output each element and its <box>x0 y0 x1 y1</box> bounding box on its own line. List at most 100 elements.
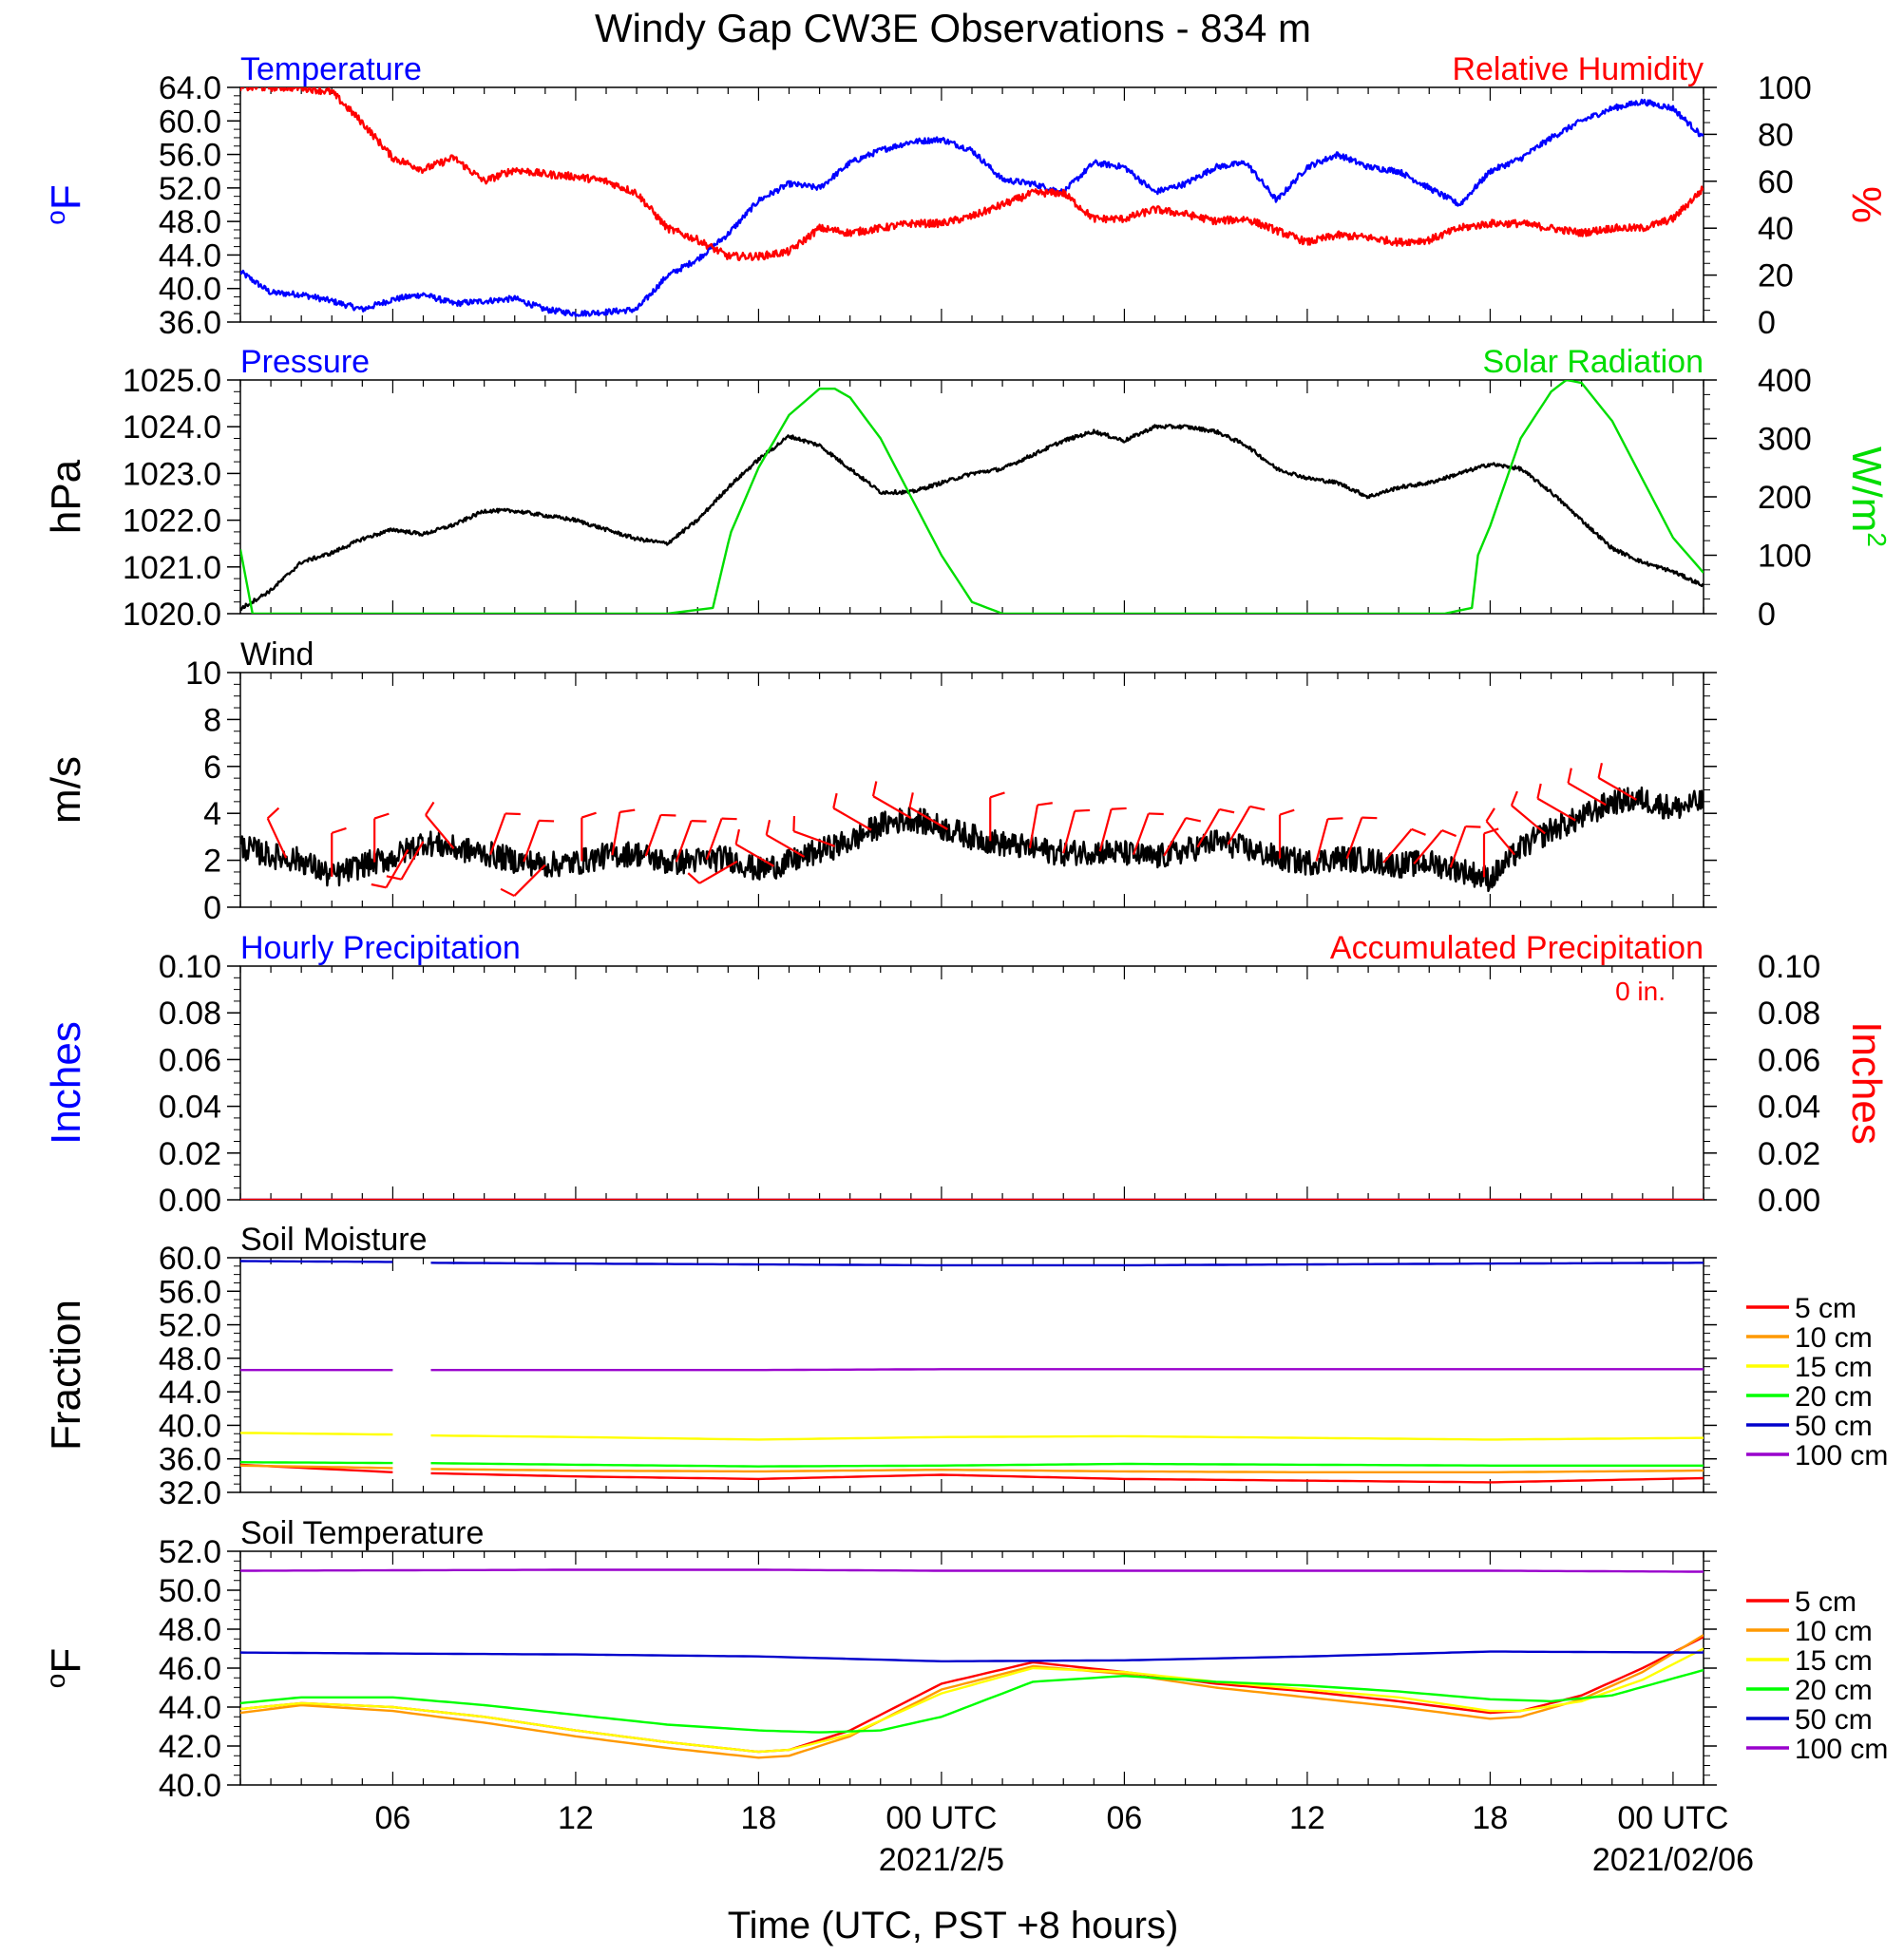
wind-barb <box>266 817 288 859</box>
plot-area <box>240 1568 1704 1759</box>
wind-barb-flag <box>1361 816 1378 820</box>
x-axis-label: Time (UTC, PST +8 hours) <box>728 1905 1179 1946</box>
y-tick-label-left: 1020.0 <box>123 597 221 633</box>
x-tick-label: 12 <box>558 1800 594 1836</box>
x-tick-label: 00 UTC <box>1617 1800 1728 1836</box>
panel-2: 1020.0 1021.0 1022.0 1023.0 1024.0 1025.0 0 100… <box>43 344 1892 633</box>
wind-barb <box>1196 808 1221 848</box>
legend-entry: 10 cm <box>1795 1322 1873 1354</box>
y-tick-label-right: 0.02 <box>1758 1136 1820 1172</box>
y-tick-label-left: 42.0 <box>159 1729 221 1765</box>
wind-barb-flag <box>1597 762 1603 779</box>
page-title: Windy Gap CW3E Observations - 834 m <box>595 6 1311 50</box>
panel-4: 0.00 0.02 0.04 0.06 0.08 0.10 0.00 0.02 0.04 0.06… <box>43 930 1890 1219</box>
series-50-cm <box>240 1260 1704 1267</box>
legend-entry: 20 cm <box>1795 1381 1873 1413</box>
series-10-cm <box>240 1464 1704 1473</box>
wind-barb-flag <box>1327 817 1343 821</box>
wind-barb-flag <box>619 808 636 813</box>
panel-title-left: Wind <box>240 636 314 673</box>
legend-entry: 10 cm <box>1795 1616 1873 1647</box>
wind-barb <box>872 795 912 820</box>
y-tick-label-left: 44.0 <box>159 1375 221 1411</box>
x-tick-label: 18 <box>741 1800 777 1836</box>
wind-barb-flag <box>792 816 796 832</box>
y-tick-label-left: 32.0 <box>159 1475 221 1511</box>
series-pressure <box>240 424 1704 611</box>
y-tick-label-left: 0.04 <box>159 1090 221 1126</box>
y-tick-label-left: 40.0 <box>159 1768 221 1804</box>
wind-barb <box>1315 818 1329 862</box>
wind-barb-flag <box>331 826 347 834</box>
y-tick-label-left: 1025.0 <box>123 363 221 399</box>
y-tick-label-right: 0.08 <box>1758 996 1820 1032</box>
panel-title-left: Pressure <box>240 344 370 380</box>
y-tick-label-left: 48.0 <box>159 1341 221 1377</box>
wind-barb <box>1133 813 1150 856</box>
series-relative-humidity <box>240 87 1704 261</box>
panel-title-right: Relative Humidity <box>1452 51 1704 87</box>
wind-barb-flag <box>1510 790 1518 807</box>
wind-barb-flag <box>539 819 555 823</box>
y-tick-label-right: 200 <box>1758 480 1812 516</box>
wind-barb-flag <box>386 875 402 881</box>
series-100-cm <box>240 1568 1704 1573</box>
y-tick-label-right: 0 <box>1758 305 1776 341</box>
wind-barb <box>1536 797 1576 822</box>
y-axis-label-left: hPa <box>43 459 89 534</box>
x-tick-label: 12 <box>1289 1800 1325 1836</box>
series-solar-radiation <box>240 380 1704 614</box>
y-tick-label-left: 48.0 <box>159 1612 221 1648</box>
wind-barb-flag <box>871 781 878 797</box>
wind-barb <box>425 814 455 849</box>
wind-barb <box>793 830 836 847</box>
panel-title-right: Accumulated Precipitation <box>1330 930 1704 966</box>
y-tick-label-left: 36.0 <box>159 305 221 341</box>
y-tick-label-right: 0.06 <box>1758 1042 1820 1078</box>
y-tick-label-right: 60 <box>1758 164 1794 200</box>
y-axis-label-left: Inches <box>43 1021 89 1145</box>
panel-title-left: Soil Moisture <box>240 1222 428 1258</box>
x-tick-label: 18 <box>1473 1800 1509 1836</box>
x-date-label: 2021/02/06 <box>1592 1842 1754 1878</box>
series-wind-speed <box>240 786 1704 893</box>
wind-barb <box>400 841 425 881</box>
legend-entry: 15 cm <box>1795 1645 1873 1677</box>
wind-barb-flag <box>660 813 676 817</box>
y-tick-label-right: 100 <box>1758 70 1812 106</box>
panel-1: 36.040.044.048.052.056.060.064.0 0 20 40 60 8… <box>41 51 1890 341</box>
wind-barb-flag <box>734 828 741 845</box>
panel-6: 40.042.044.046.048.050.052.0 Soil Tempera… <box>41 1515 1888 1804</box>
wind-barb <box>1227 806 1251 845</box>
wind-barb-flag <box>266 807 280 820</box>
y-tick-label-right: 0.10 <box>1758 949 1820 985</box>
legend-entry: 15 cm <box>1795 1352 1873 1383</box>
y-axis-label-right: W/m2 <box>1843 446 1892 547</box>
wind-barb <box>832 807 872 831</box>
wind-barb <box>1098 808 1113 852</box>
y-tick-label-left: 10 <box>185 655 221 692</box>
y-tick-label-left: 52.0 <box>159 171 221 207</box>
wind-barb <box>1028 805 1039 848</box>
y-axis-label-left: oF <box>41 184 89 224</box>
series-10-cm <box>240 1634 1704 1759</box>
plot-area <box>240 380 1704 614</box>
series-20-cm <box>240 1461 1704 1468</box>
panel-5: 32.036.040.044.048.052.056.060.0 Soil Moi… <box>43 1222 1888 1511</box>
wind-barb <box>523 820 541 863</box>
wind-barb-flag <box>1148 812 1164 816</box>
legend-entry: 20 cm <box>1795 1675 1873 1706</box>
wind-barb-flag <box>373 812 390 820</box>
wind-barb-flag <box>1185 816 1202 823</box>
wind-barb-flag <box>691 820 707 823</box>
wind-barb-flag <box>1219 807 1235 814</box>
panel-title-left: Temperature <box>240 51 422 87</box>
y-tick-label-right: 0 <box>1758 597 1776 633</box>
wind-barb-flag <box>765 820 771 836</box>
plot-area <box>240 1260 1704 1484</box>
wind-barb <box>1485 820 1515 856</box>
wind-barb <box>513 864 546 897</box>
wind-barb-flag <box>425 801 435 816</box>
y-tick-label-left: 52.0 <box>159 1534 221 1570</box>
y-tick-label-left: 0.00 <box>159 1183 221 1219</box>
